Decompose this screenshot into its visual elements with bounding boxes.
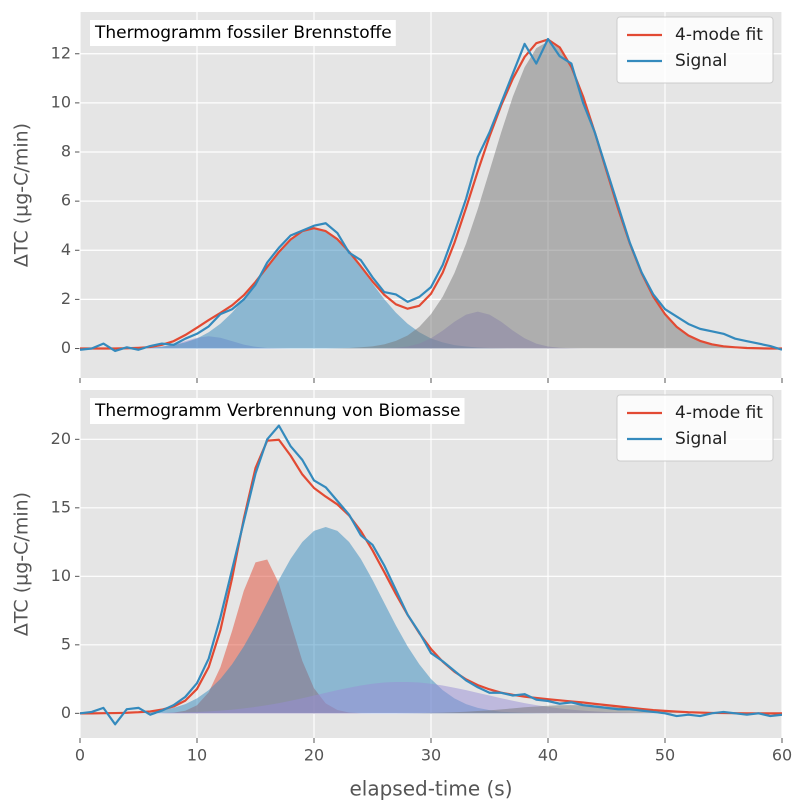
y-tick-label: 15 bbox=[51, 497, 71, 516]
title-background bbox=[90, 20, 396, 46]
x-tick-label: 50 bbox=[655, 746, 675, 765]
title-box: Thermogramm fossiler Brennstoffe bbox=[90, 20, 396, 46]
x-tick-label: 20 bbox=[304, 746, 324, 765]
y-tick-label: 0 bbox=[61, 703, 71, 722]
x-tick-label: 60 bbox=[772, 746, 792, 765]
y-tick-label: 0 bbox=[61, 338, 71, 357]
x-tick-label: 10 bbox=[187, 746, 207, 765]
series-line bbox=[80, 37, 782, 353]
y-tick-label: 10 bbox=[51, 92, 71, 111]
series-line bbox=[80, 38, 782, 350]
mode-area bbox=[80, 228, 782, 349]
legend-label: 4-mode fit bbox=[675, 25, 763, 45]
panel: 0 2 4 6 8 10 12 Thermogramm fossiler Brennstoff… bbox=[11, 12, 783, 383]
y-tick-label: 5 bbox=[61, 634, 71, 653]
panel: 0 5 10 15 20 0 10 20 30 40 50 60 Thermogramm Verbren… bbox=[11, 390, 792, 801]
x-axis-label: elapsed-time (s) bbox=[349, 777, 512, 801]
y-tick-label: 4 bbox=[61, 240, 71, 259]
y-tick-label: 20 bbox=[51, 429, 71, 448]
legend-label: Signal bbox=[675, 429, 727, 449]
y-tick-label: 6 bbox=[61, 191, 71, 210]
series-line bbox=[80, 424, 782, 726]
series-line bbox=[80, 438, 782, 715]
x-tick-label: 40 bbox=[538, 746, 558, 765]
y-tick-label: 10 bbox=[51, 566, 71, 585]
legend-box bbox=[616, 394, 774, 462]
legend: 4-mode fit Signal bbox=[616, 16, 774, 84]
y-tick-label: 2 bbox=[61, 289, 71, 308]
legend-box bbox=[616, 16, 774, 84]
y-axis-label: ΔTC (µg-C/min) bbox=[11, 492, 33, 636]
y-axis-label: ΔTC (µg-C/min) bbox=[11, 123, 33, 267]
chart-title: Thermogramm fossiler Brennstoffe bbox=[94, 23, 392, 43]
legend: 4-mode fit Signal bbox=[616, 394, 774, 462]
y-tick-label: 12 bbox=[51, 43, 71, 62]
legend-label: Signal bbox=[675, 51, 727, 71]
x-tick-label: 30 bbox=[421, 746, 441, 765]
mode-area bbox=[80, 527, 782, 714]
mode-area bbox=[80, 41, 782, 349]
chart-title: Thermogramm Verbrennung von Biomasse bbox=[94, 401, 460, 421]
mode-area bbox=[80, 681, 782, 714]
x-tick-label: 0 bbox=[75, 746, 85, 765]
title-box: Thermogramm Verbrennung von Biomasse bbox=[90, 398, 465, 424]
legend-label: 4-mode fit bbox=[675, 403, 763, 423]
y-tick-label: 8 bbox=[61, 142, 71, 161]
title-background bbox=[90, 398, 465, 424]
